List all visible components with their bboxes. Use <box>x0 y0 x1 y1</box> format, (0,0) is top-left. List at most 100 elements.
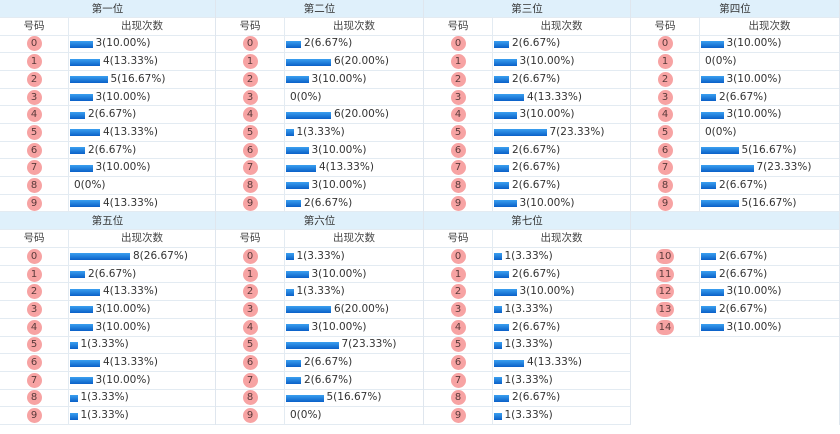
header-count: 出现次数 <box>121 232 163 245</box>
frequency-bar <box>70 253 130 261</box>
number-cell: 8 <box>0 177 69 194</box>
number-cell: 8 <box>0 389 69 407</box>
frequency-value: 4(13.33%) <box>103 55 158 68</box>
count-cell: 0(0%) <box>285 89 423 106</box>
count-cell: 3(10.00%) <box>69 36 215 53</box>
number-ball: 8 <box>26 390 42 406</box>
frequency-value: 5(16.67%) <box>326 391 382 404</box>
frequency-value: 1(3.33%) <box>504 373 553 386</box>
frequency-bar <box>286 147 309 155</box>
column-headers: 号码 出现次数 <box>631 18 839 36</box>
count-cell: 2(6.67%) <box>493 159 630 176</box>
frequency-value: 2(6.67%) <box>719 90 768 103</box>
number-ball: 0 <box>26 36 42 52</box>
frequency-value: 2(6.67%) <box>719 267 768 280</box>
frequency-value: 4(13.33%) <box>527 356 582 369</box>
count-cell: 1(3.33%) <box>69 337 215 354</box>
number-ball: 8 <box>242 177 258 193</box>
frequency-value: 5(16.67%) <box>741 196 797 209</box>
table-row: 1 2(6.67%) <box>424 265 630 284</box>
frequency-value: 3(10.00%) <box>95 320 151 333</box>
empty-subheader <box>631 230 839 249</box>
frequency-bar <box>70 324 93 332</box>
frequency-value: 7(23.33%) <box>341 338 397 351</box>
table-row: 11 2(6.67%) <box>631 265 839 284</box>
count-cell: 5(16.67%) <box>69 71 215 88</box>
number-cell: 9 <box>424 194 493 212</box>
frequency-value: 2(6.67%) <box>512 72 561 85</box>
frequency-value: 3(10.00%) <box>95 373 151 386</box>
number-cell: 0 <box>0 35 69 53</box>
number-ball: 7 <box>26 372 42 388</box>
number-cell: 6 <box>0 354 69 371</box>
count-cell: 3(10.00%) <box>285 266 423 283</box>
number-cell: 11 <box>631 265 700 283</box>
number-cell: 8 <box>216 389 285 407</box>
number-ball: 8 <box>657 177 673 193</box>
header-count: 出现次数 <box>121 20 163 32</box>
column-headers: 号码 出现次数 <box>424 230 630 249</box>
number-ball: 3 <box>450 301 466 317</box>
count-cell: 3(10.00%) <box>285 319 423 336</box>
number-ball: 5 <box>450 337 466 353</box>
count-cell: 1(3.33%) <box>285 283 423 300</box>
table-row: 5 7(23.33%) <box>216 336 423 355</box>
number-cell: 5 <box>424 336 493 354</box>
count-cell: 4(13.33%) <box>69 354 215 371</box>
count-cell: 8(26.67%) <box>69 248 215 265</box>
number-ball: 9 <box>242 408 258 424</box>
table-row: 7 3(10.00%) <box>0 159 215 178</box>
header-count: 出现次数 <box>333 20 375 32</box>
number-cell: 2 <box>424 70 493 88</box>
count-cell: 2(6.67%) <box>700 177 839 194</box>
frequency-bar <box>286 377 301 385</box>
frequency-value: 2(6.67%) <box>719 178 768 191</box>
number-cell: 5 <box>0 124 69 141</box>
frequency-bar <box>494 164 509 172</box>
table-row: 2 2(6.67%) <box>424 70 630 89</box>
number-cell: 0 <box>424 248 493 265</box>
number-ball: 0 <box>450 248 466 264</box>
frequency-bar <box>494 76 509 84</box>
number-cell: 2 <box>0 283 69 301</box>
number-cell: 3 <box>424 88 493 106</box>
number-ball: 5 <box>26 124 42 140</box>
number-cell: 1 <box>424 53 493 70</box>
frequency-value: 2(6.67%) <box>512 391 561 404</box>
table-row: 2 3(10.00%) <box>631 70 839 89</box>
number-ball: 3 <box>450 89 466 105</box>
table-row: 5 1(3.33%) <box>216 124 423 142</box>
panel-position-6: 第六位 号码 出现次数 0 1(3.33%) 1 3(10.00%) 2 1(3.33%) 3 6(… <box>216 212 424 425</box>
number-ball: 5 <box>242 124 258 140</box>
frequency-value: 0(0%) <box>705 125 737 138</box>
number-ball: 6 <box>26 355 42 371</box>
table-row: 6 2(6.67%) <box>0 141 215 160</box>
frequency-value: 2(6.67%) <box>88 143 137 156</box>
table-row: 1 6(20.00%) <box>216 53 423 71</box>
table-row: 9 1(3.33%) <box>0 407 215 425</box>
number-cell: 1 <box>216 265 285 283</box>
table-row: 13 2(6.67%) <box>631 301 839 319</box>
number-cell: 8 <box>424 389 493 407</box>
frequency-bar <box>70 164 93 172</box>
number-cell: 3 <box>216 88 285 106</box>
frequency-bar <box>286 40 301 48</box>
column-headers: 号码 出现次数 <box>216 18 423 36</box>
frequency-value: 3(10.00%) <box>311 178 367 191</box>
count-cell: 2(6.67%) <box>493 36 630 53</box>
frequency-value: 2(6.67%) <box>304 356 353 369</box>
table-row: 7 1(3.33%) <box>424 371 630 390</box>
number-ball: 6 <box>242 355 258 371</box>
frequency-value: 2(6.67%) <box>304 196 353 209</box>
number-ball: 0 <box>450 36 466 52</box>
frequency-bar <box>70 76 108 84</box>
number-ball: 13 <box>656 301 674 317</box>
table-row: 2 3(10.00%) <box>424 283 630 302</box>
number-cell: 2 <box>216 283 285 301</box>
frequency-value: 1(3.33%) <box>504 338 553 351</box>
number-cell: 3 <box>631 88 700 106</box>
number-cell: 4 <box>0 106 69 124</box>
count-cell: 3(10.00%) <box>493 106 630 123</box>
number-cell: 14 <box>631 318 700 336</box>
count-cell: 2(6.67%) <box>700 89 839 106</box>
